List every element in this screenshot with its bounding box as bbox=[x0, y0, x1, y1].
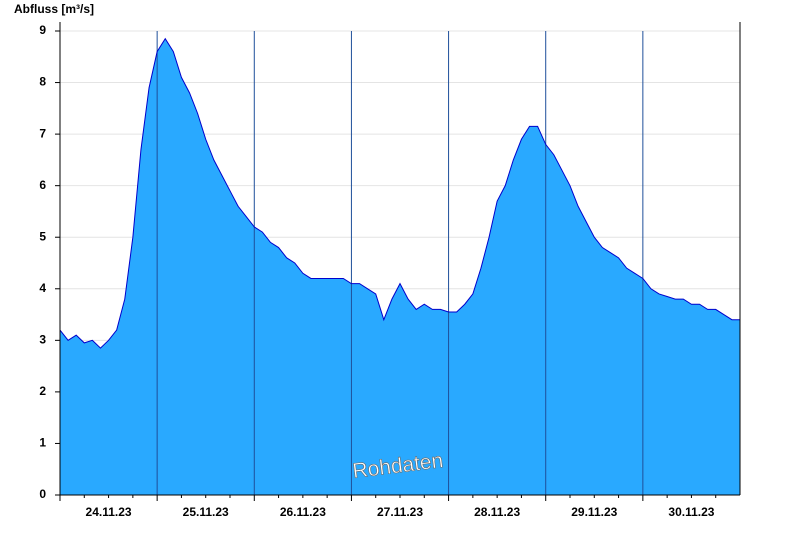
x-tick-label: 25.11.23 bbox=[183, 505, 229, 519]
x-tick-label: 27.11.23 bbox=[377, 505, 423, 519]
area bbox=[60, 38, 740, 495]
y-tick-label: 5 bbox=[39, 229, 46, 243]
y-axis-label: Abfluss [m³/s] bbox=[14, 2, 94, 16]
x-tick-label: 26.11.23 bbox=[280, 505, 326, 519]
y-tick-label: 9 bbox=[39, 23, 46, 37]
y-tick-label: 6 bbox=[39, 178, 46, 192]
line bbox=[59, 37, 740, 349]
x-tick-label: 30.11.23 bbox=[668, 505, 714, 519]
x-tick-label: 24.11.23 bbox=[86, 505, 132, 519]
y-tick-label: 2 bbox=[39, 384, 46, 398]
y-tick-label: 7 bbox=[39, 126, 46, 140]
y-tick-label: 8 bbox=[39, 75, 46, 89]
y-tick-label: 4 bbox=[39, 281, 46, 295]
y-tick-label: 3 bbox=[39, 333, 46, 347]
x-tick-label: 29.11.23 bbox=[571, 505, 617, 519]
y-tick-label: 1 bbox=[39, 436, 46, 450]
y-tick-label: 0 bbox=[39, 487, 46, 501]
x-tick-label: 28.11.23 bbox=[474, 505, 520, 519]
